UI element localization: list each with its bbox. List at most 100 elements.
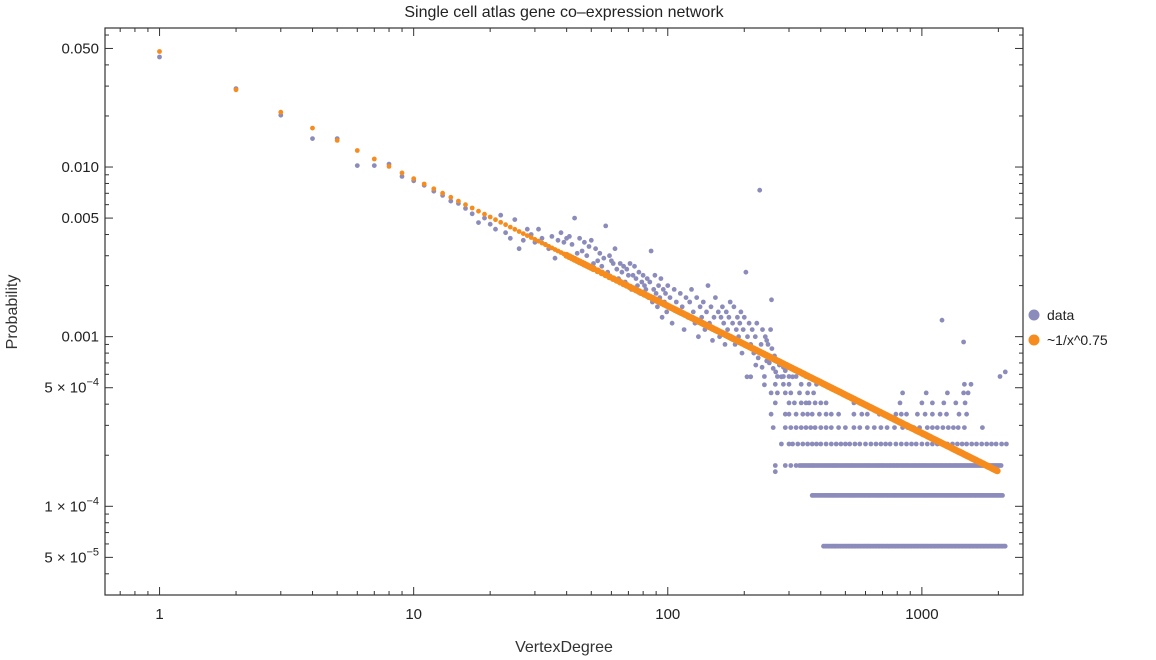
fit-point (482, 211, 487, 217)
data-point (644, 276, 650, 281)
data-point (924, 425, 930, 430)
data-point (937, 411, 943, 417)
legend-marker-data (1028, 309, 1040, 321)
data-point (930, 400, 935, 406)
data-point (595, 258, 601, 264)
fit-point (993, 467, 1001, 475)
data-point (633, 276, 639, 281)
data-point (951, 425, 956, 430)
data-point (806, 400, 812, 406)
data-point (805, 441, 810, 447)
y-tick-label: 0.005 (61, 210, 99, 227)
data-point (962, 425, 967, 430)
data-point (762, 374, 767, 379)
data-point (773, 369, 779, 375)
data-point (722, 342, 728, 347)
fit-point (411, 176, 417, 182)
legend-label-fit: ~1/x^0.75 (1047, 332, 1108, 348)
data-point (469, 211, 475, 217)
data-point (823, 411, 829, 417)
data-point (738, 309, 744, 315)
data-point (887, 441, 893, 447)
data-point (744, 374, 750, 380)
data-point (476, 220, 481, 226)
y-tick-times: × 10 (53, 549, 87, 566)
data-point (923, 390, 929, 396)
y-tick-label: 0.050 (61, 40, 99, 57)
data-point (817, 411, 822, 417)
fit-point (310, 125, 315, 131)
data-point (727, 299, 733, 305)
data-point (768, 411, 774, 417)
data-point (782, 390, 788, 396)
x-axis-label: VertexDegree (515, 639, 613, 656)
data-point (725, 327, 730, 332)
data-point (924, 441, 930, 447)
data-point (898, 441, 904, 447)
legend: data ~1/x^0.75 (1028, 307, 1108, 348)
data-point (354, 163, 360, 169)
data-point (448, 198, 454, 204)
data-point (552, 255, 558, 261)
data-point (812, 400, 818, 406)
data-point (793, 374, 799, 379)
data-point (683, 295, 689, 300)
data-point (805, 390, 810, 396)
data-point (798, 400, 804, 406)
data-point (671, 287, 677, 292)
data-point (660, 287, 666, 292)
data-point (782, 463, 788, 468)
fit-point (448, 194, 454, 200)
data-point (836, 425, 841, 430)
data-point (814, 441, 819, 447)
data-point (893, 411, 899, 417)
data-point (823, 425, 829, 430)
fit-point (524, 233, 530, 239)
data-point (913, 441, 919, 447)
data-point (1002, 543, 1008, 549)
data-point (582, 239, 587, 245)
data-point (768, 327, 773, 332)
data-point (669, 320, 675, 326)
data-point (558, 230, 564, 236)
x-tick-label: 10 (405, 606, 422, 623)
fit-point (456, 198, 461, 204)
data-point (852, 441, 858, 447)
data-point (648, 248, 654, 254)
data-point (614, 266, 620, 272)
data-point (999, 441, 1004, 447)
data-point (718, 314, 724, 320)
data-point (713, 295, 718, 300)
data-point (898, 411, 904, 417)
data-point (795, 441, 801, 447)
plot-frame (104, 27, 1024, 596)
data-point (699, 314, 705, 320)
data-point (758, 342, 764, 347)
data-point (851, 425, 857, 430)
data-point (630, 272, 636, 278)
data-point (694, 295, 700, 300)
data-point (934, 425, 940, 430)
data-point (859, 411, 865, 417)
data-point (584, 253, 590, 259)
data-point (567, 234, 572, 239)
data-point (864, 411, 870, 417)
x-tick-label: 100 (655, 606, 680, 623)
data-point (843, 441, 848, 447)
data-point (878, 441, 884, 447)
fit-point (493, 217, 498, 223)
data-point (864, 425, 870, 430)
data-point (878, 425, 884, 430)
data-point (555, 237, 561, 243)
data-point (786, 381, 792, 387)
data-point (993, 441, 999, 447)
data-point (752, 334, 758, 340)
fit-point (469, 205, 475, 211)
data-point (721, 320, 727, 326)
data-point (487, 221, 493, 227)
data-point (735, 314, 740, 320)
data-point (705, 283, 711, 288)
data-point (838, 441, 844, 447)
data-point (520, 237, 526, 243)
data-point (922, 411, 928, 417)
